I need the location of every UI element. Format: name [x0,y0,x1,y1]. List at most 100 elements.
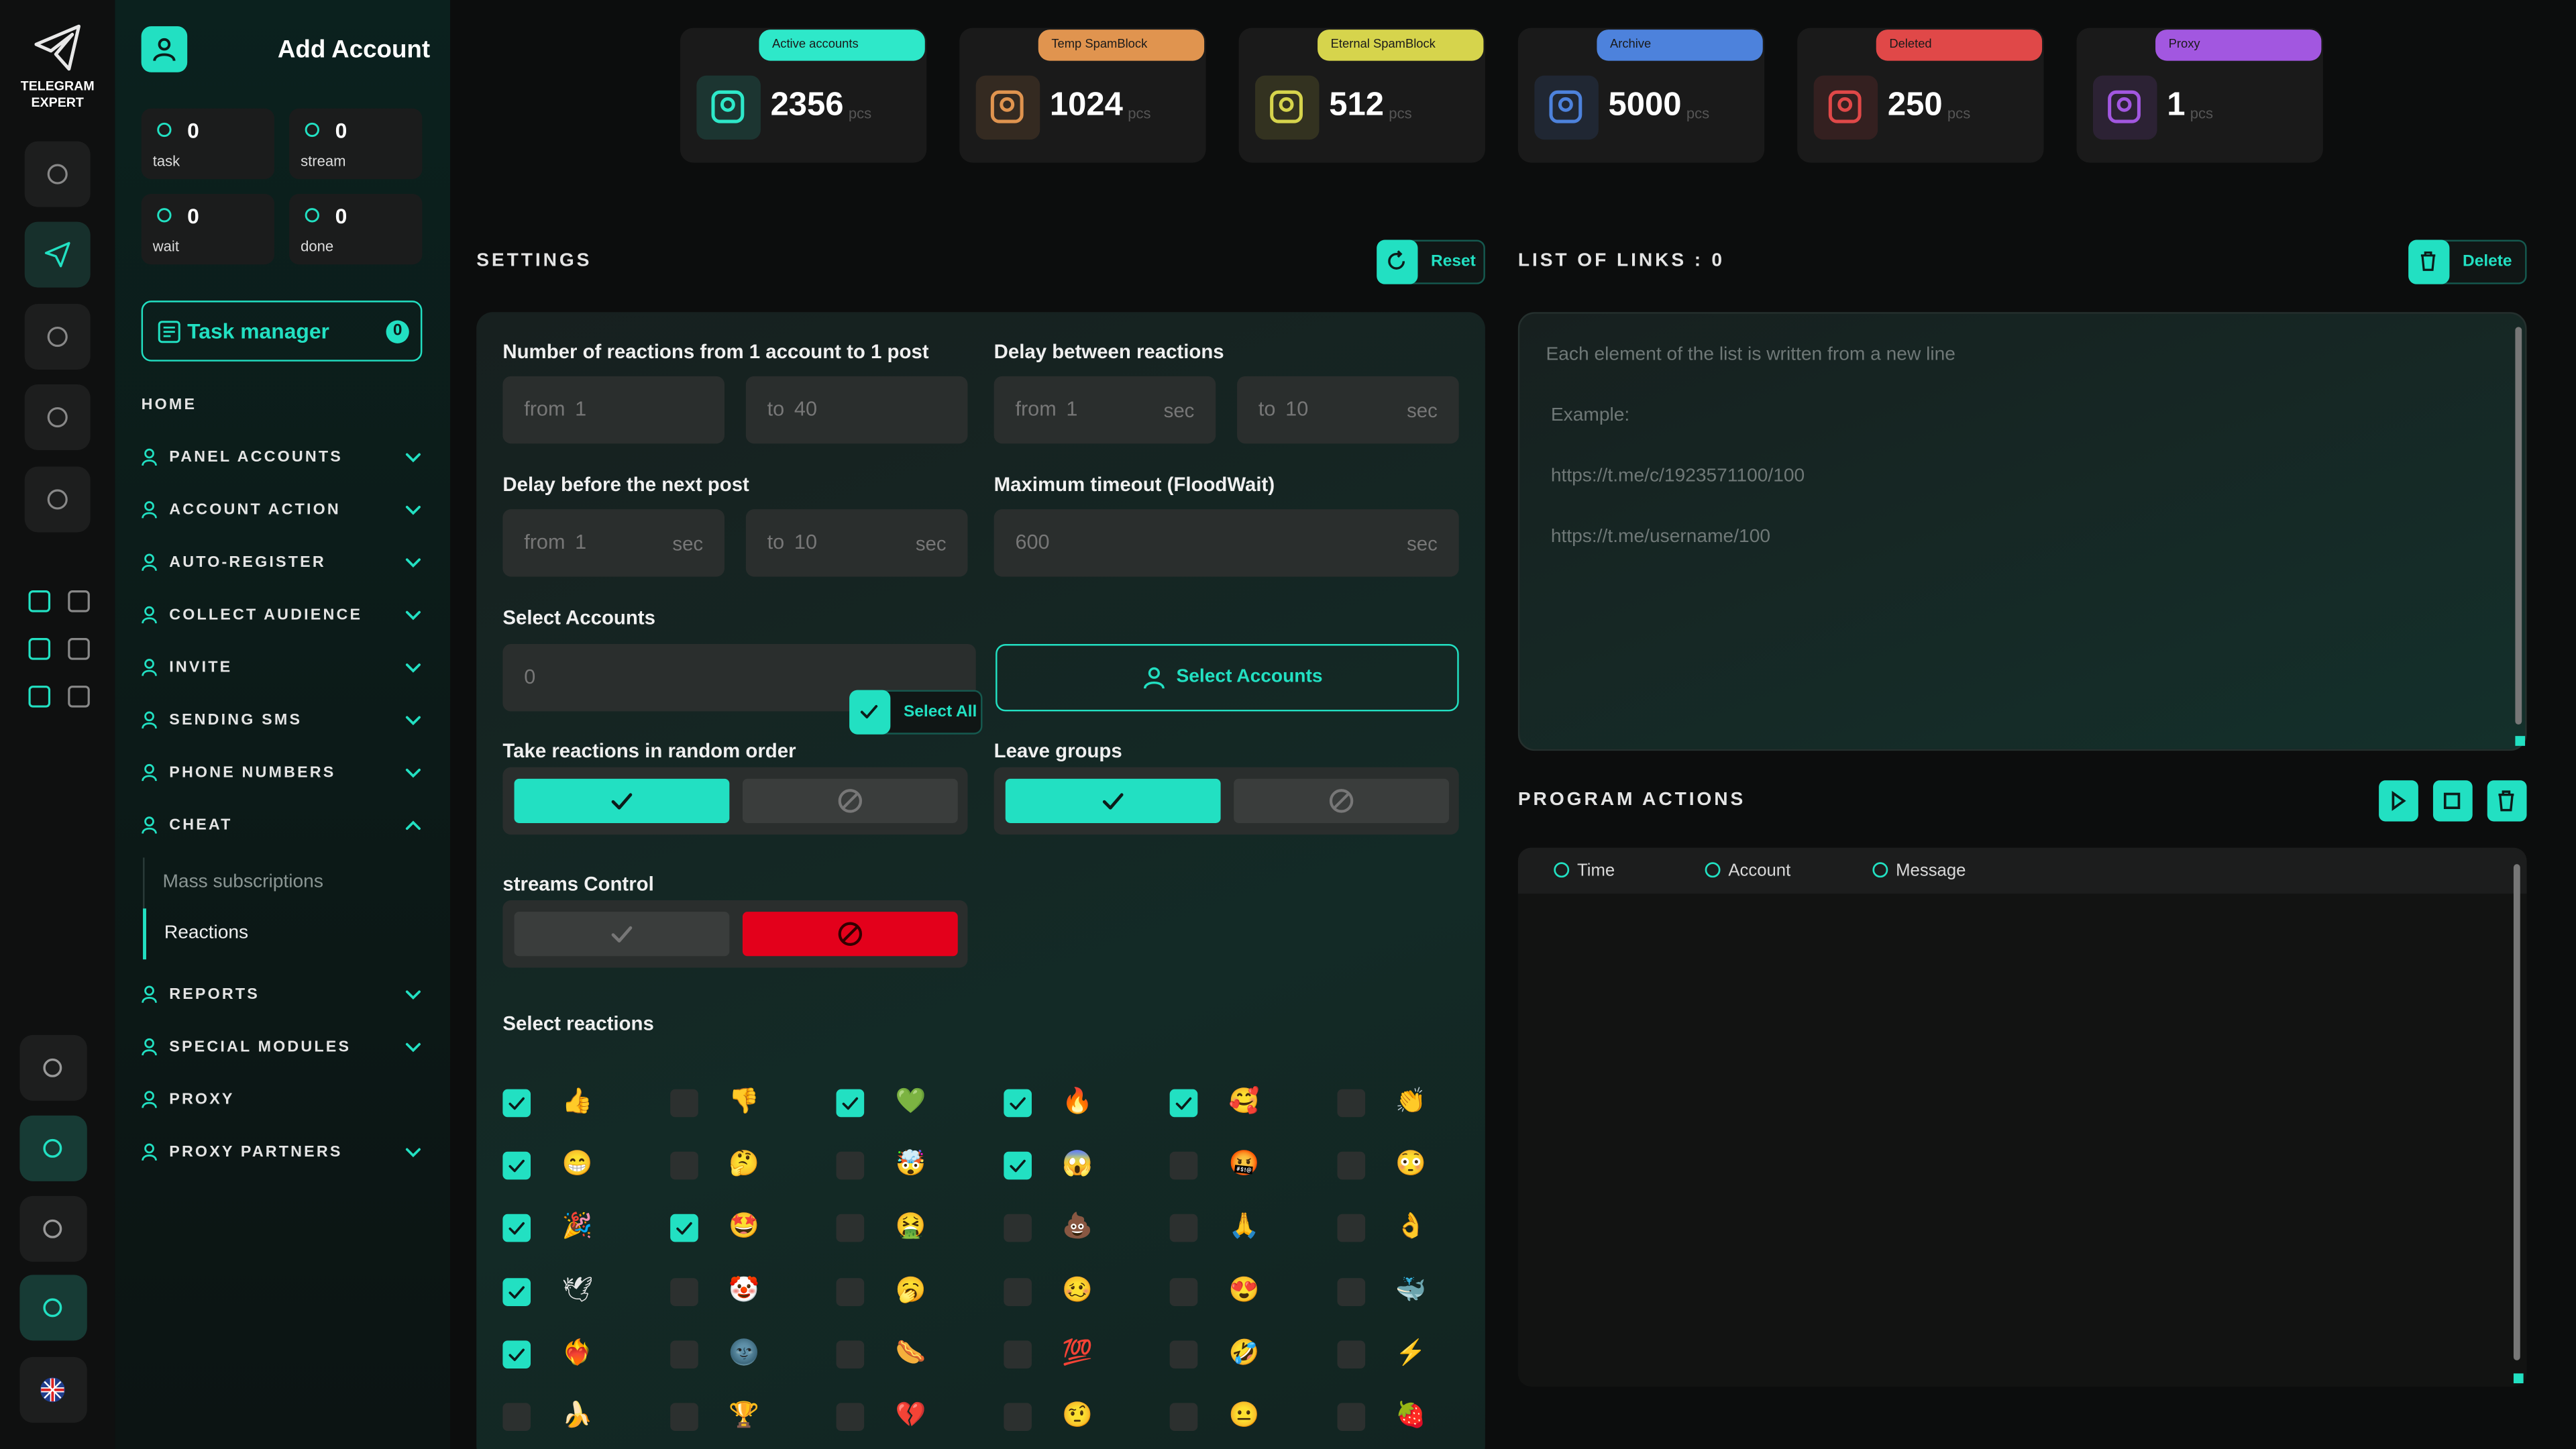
reaction-checkbox[interactable] [1336,1152,1364,1180]
input-field[interactable]: from 1 sec [502,509,724,577]
reaction-checkbox[interactable] [1336,1214,1364,1243]
reaction-checkbox[interactable] [502,1277,531,1305]
nav-item[interactable]: AUTO-REGISTER [138,545,431,582]
input-field[interactable]: to 10 sec [745,509,968,577]
reaction-checkbox[interactable] [836,1089,865,1118]
nav-icon-button[interactable] [24,304,91,370]
nav-icon-button[interactable] [24,221,91,288]
select-accounts-button-label: Select Accounts [1176,667,1323,687]
reaction-checkbox[interactable] [1003,1089,1031,1118]
actions-resize [2513,1373,2524,1384]
nav-item-label: ACCOUNT ACTION [169,500,341,519]
reaction-checkbox[interactable] [669,1340,698,1368]
column-icon [1554,862,1570,878]
reaction-checkbox[interactable] [836,1152,865,1180]
reaction-checkbox[interactable] [1003,1277,1031,1305]
account-avatar[interactable] [141,26,188,72]
reaction-checkbox[interactable] [1003,1214,1031,1243]
nav-sub-item[interactable]: Mass subscriptions [143,857,422,909]
input-field[interactable]: from 1 [502,376,724,444]
nav-item[interactable]: SENDING SMS [138,703,431,739]
reset-button-icon-box [1377,239,1418,284]
reaction-checkbox[interactable] [1003,1152,1031,1180]
toggle-on[interactable] [514,912,730,957]
reaction-checkbox[interactable] [669,1152,698,1180]
toggle-off[interactable] [742,778,958,823]
bottom-icon-button[interactable] [19,1195,87,1262]
task-manager-button[interactable]: Task manager 0 [141,301,423,362]
nav-item[interactable]: PROXY PARTNERS [138,1135,431,1171]
links-textarea[interactable]: Each element of the list is written from… [1517,312,2527,751]
reset-button[interactable]: Reset [1377,239,1485,284]
nav-item[interactable]: REPORTS [138,977,431,1014]
bottom-icon-button[interactable] [19,1115,87,1181]
reaction-checkbox[interactable] [1169,1277,1198,1305]
counter-icon [157,122,172,138]
reaction-checkbox[interactable] [1336,1403,1364,1432]
nav-item[interactable]: HOME [138,388,431,424]
reaction-checkbox[interactable] [1336,1277,1364,1305]
reaction-checkbox[interactable] [1336,1089,1364,1118]
reaction-checkbox[interactable] [836,1214,865,1243]
input-field[interactable]: to 10 sec [1237,376,1459,444]
toggle-label: Leave groups [994,739,1122,763]
delete-button[interactable]: Delete [2408,239,2527,284]
nav-icon-button[interactable] [24,466,91,533]
bottom-icon-button[interactable] [19,1356,87,1423]
reaction-checkbox[interactable] [1169,1089,1198,1118]
nav-item[interactable]: INVITE [138,651,431,687]
header-title[interactable]: Add Account [277,36,431,64]
toggle-on[interactable] [514,778,730,823]
reaction-checkbox[interactable] [1169,1214,1198,1243]
input-field[interactable]: to 40 [745,376,968,444]
nav-item[interactable]: SPECIAL MODULES [138,1030,431,1067]
toggle-off[interactable] [1234,778,1449,823]
reaction-checkbox[interactable] [1169,1340,1198,1368]
nav-item[interactable]: PANEL ACCOUNTS [138,440,431,476]
reaction-checkbox[interactable] [1336,1340,1364,1368]
reaction-checkbox[interactable] [1169,1403,1198,1432]
input-field[interactable]: from 1 sec [994,376,1216,444]
reaction-checkbox[interactable] [1169,1152,1198,1180]
reaction-checkbox[interactable] [1003,1340,1031,1368]
nav-item[interactable]: PHONE NUMBERS [138,756,431,792]
reaction-checkbox[interactable] [669,1214,698,1243]
stat-unit: pcs [1128,105,1151,122]
reaction-checkbox[interactable] [502,1403,531,1432]
action-button[interactable] [2379,780,2418,822]
toggle-off[interactable] [742,912,958,957]
reaction-checkbox[interactable] [836,1340,865,1368]
nav-chevron [405,663,421,673]
toggle-on[interactable] [1005,778,1221,823]
nav-sub-item[interactable]: Reactions [143,908,422,960]
reaction-checkbox[interactable] [502,1152,531,1180]
nav-icon-button[interactable] [24,384,91,451]
column-icon [1705,862,1721,878]
bottom-icon-button[interactable] [19,1034,87,1101]
reaction-emoji: 🌭 [895,1338,926,1367]
select-accounts-button[interactable]: Select Accounts [996,644,1459,712]
select-all-button[interactable]: Select All [849,690,983,735]
nav-icon-button[interactable] [24,141,91,207]
reaction-checkbox[interactable] [502,1089,531,1118]
reaction-checkbox[interactable] [502,1214,531,1243]
nav-item-icon [142,1091,157,1108]
reaction-checkbox[interactable] [1003,1403,1031,1432]
reaction-checkbox[interactable] [502,1340,531,1368]
action-button[interactable] [2487,780,2527,822]
task-manager-label: Task manager [187,319,329,343]
reaction-checkbox[interactable] [669,1089,698,1118]
nav-item[interactable]: CHEAT [138,808,431,845]
nav-item[interactable]: COLLECT AUDIENCE [138,598,431,634]
nav-item[interactable]: PROXY [138,1083,431,1119]
nav-item[interactable]: ACCOUNT ACTION [138,493,431,529]
reaction-checkbox[interactable] [669,1277,698,1305]
reaction-checkbox[interactable] [836,1403,865,1432]
reaction-checkbox[interactable] [836,1277,865,1305]
action-button[interactable] [2432,780,2473,822]
reaction-checkbox[interactable] [669,1403,698,1432]
input-field[interactable]: 600 sec [994,509,1459,577]
bottom-icon-button[interactable] [19,1275,87,1341]
toggle-off-icon [1329,789,1354,813]
counter-value: 0 [335,203,347,229]
